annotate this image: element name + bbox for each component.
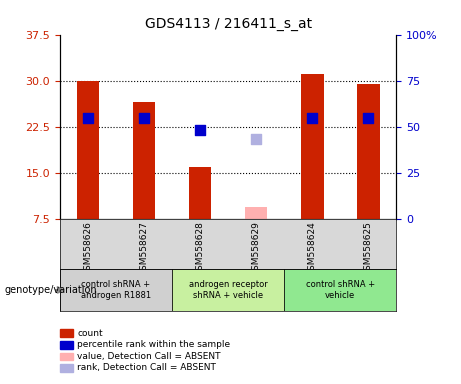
Bar [284,269,396,311]
Bar [77,81,99,219]
Point [365,114,372,121]
Text: GSM558625: GSM558625 [364,221,373,276]
Text: GSM558628: GSM558628 [195,221,205,276]
Text: GSM558626: GSM558626 [83,221,93,276]
Text: control shRNA +
androgen R1881: control shRNA + androgen R1881 [81,280,151,300]
Text: value, Detection Call = ABSENT: value, Detection Call = ABSENT [77,352,221,361]
Text: androgen receptor
shRNA + vehicle: androgen receptor shRNA + vehicle [189,280,267,300]
Bar [172,269,284,311]
Text: genotype/variation: genotype/variation [5,285,97,295]
Point [84,114,92,121]
Text: count: count [77,329,103,338]
Point [196,127,204,133]
Text: GSM558624: GSM558624 [308,221,317,276]
Bar [60,269,172,311]
Text: GSM558629: GSM558629 [252,221,261,276]
Point [253,136,260,142]
Bar [245,207,267,219]
Bar [301,74,324,219]
Bar [133,102,155,219]
Title: GDS4113 / 216411_s_at: GDS4113 / 216411_s_at [145,17,312,31]
Point [140,114,148,121]
Bar [189,167,211,219]
Point [309,114,316,121]
Text: percentile rank within the sample: percentile rank within the sample [77,340,230,349]
Bar [357,84,379,219]
Text: control shRNA +
vehicle: control shRNA + vehicle [306,280,375,300]
Text: GSM558627: GSM558627 [140,221,148,276]
Text: rank, Detection Call = ABSENT: rank, Detection Call = ABSENT [77,363,216,372]
